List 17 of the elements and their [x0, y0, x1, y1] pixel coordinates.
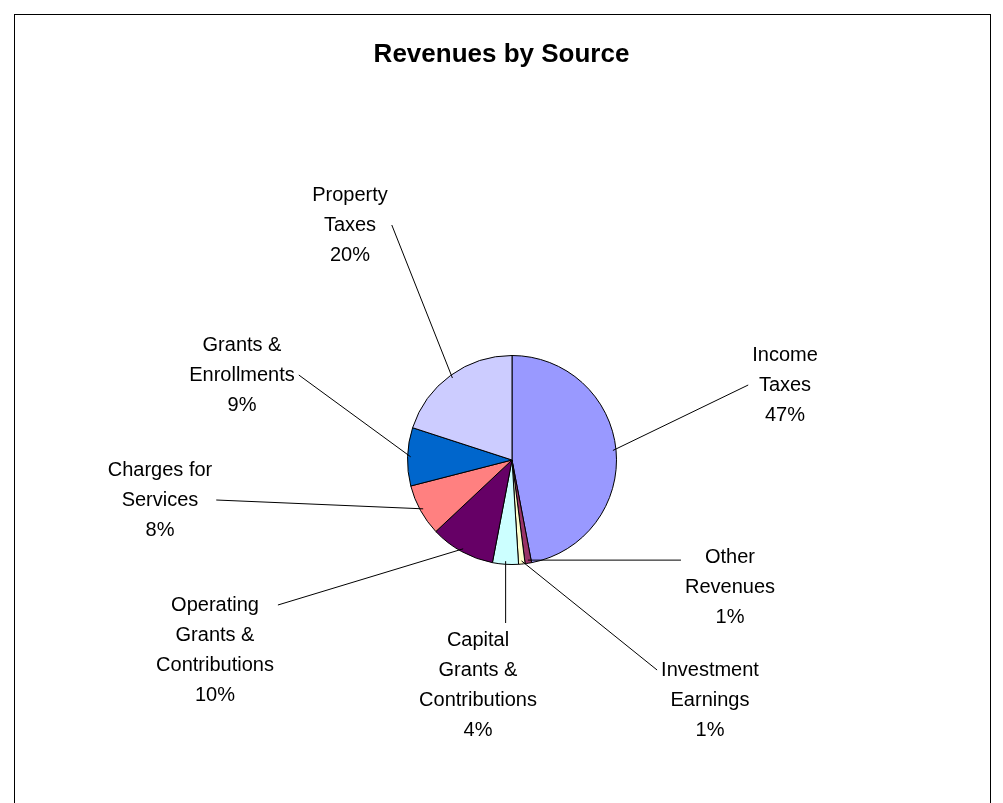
data-label: 9%: [227, 392, 257, 415]
data-label: 20%: [329, 242, 371, 265]
data-label: 1%: [695, 717, 725, 740]
data-label: 10%: [194, 682, 236, 705]
slice-label: Investment Earnings: [661, 657, 760, 710]
data-label: 4%: [463, 717, 493, 740]
chart-title: Revenues by Source: [372, 38, 631, 69]
slice-label: Operating Grants & Contributions: [156, 592, 274, 675]
data-label: 8%: [145, 517, 175, 540]
slice-label: Income Taxes: [752, 342, 818, 395]
slice-label: Property Taxes: [312, 182, 388, 235]
data-label: 47%: [764, 402, 806, 425]
slice-label: Other Revenues: [684, 544, 776, 597]
data-label: 1%: [715, 604, 745, 627]
slice-label: Grants & Enrollments: [189, 332, 295, 385]
slice-label: Capital Grants & Contributions: [419, 627, 537, 710]
slice-label: Charges for Services: [107, 457, 213, 510]
